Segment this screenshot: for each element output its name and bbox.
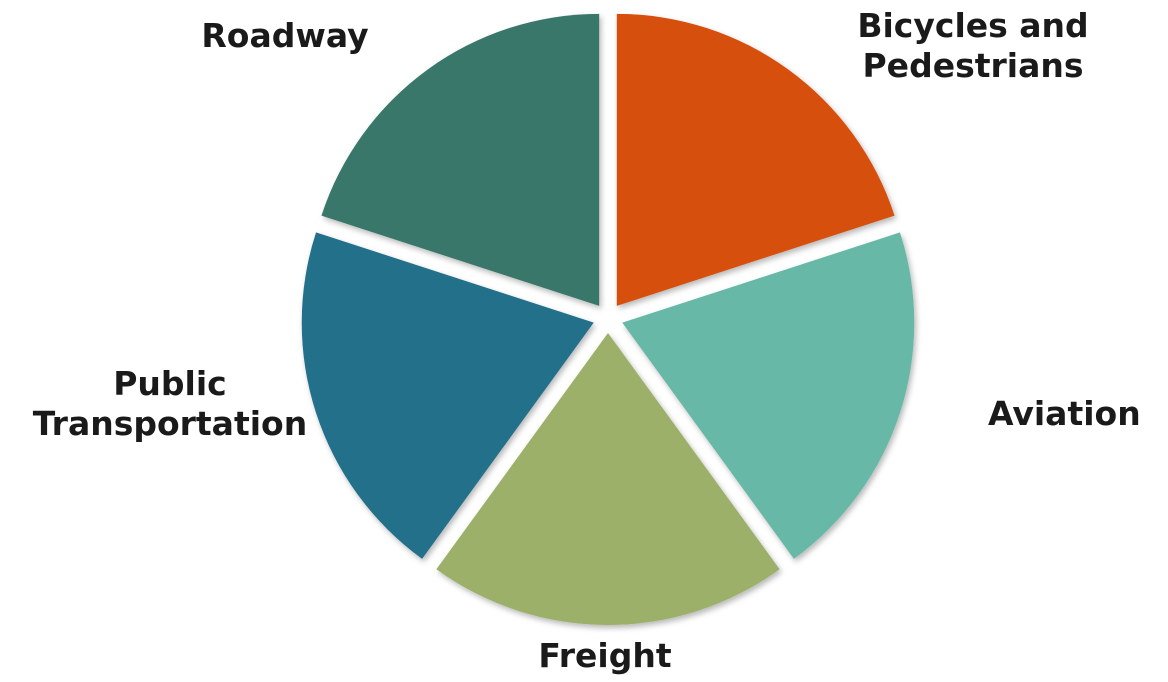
label-aviation-line-1: Aviation — [988, 394, 1141, 433]
label-bicycles-pedestrians: Bicycles and Pedestrians — [848, 6, 1098, 86]
segment-bicycles-pedestrians — [616, 13, 895, 306]
segment-roadway — [321, 13, 600, 306]
label-public-transportation-line-2: Transportation — [32, 404, 308, 443]
label-freight-line-1: Freight — [538, 636, 672, 675]
label-roadway-line-1: Roadway — [201, 16, 369, 55]
segment-freight — [436, 333, 780, 625]
label-freight: Freight — [480, 636, 730, 676]
label-roadway: Roadway — [160, 16, 410, 56]
label-public-transportation: Public Transportation — [20, 364, 320, 444]
label-public-transportation-line-1: Public — [113, 364, 227, 403]
segment-aviation — [622, 232, 915, 559]
segment-public-transportation — [301, 232, 594, 559]
label-bicycles-pedestrians-line-2: Pedestrians — [862, 46, 1084, 85]
label-aviation: Aviation — [988, 394, 1141, 434]
label-bicycles-pedestrians-line-1: Bicycles and — [857, 6, 1089, 45]
